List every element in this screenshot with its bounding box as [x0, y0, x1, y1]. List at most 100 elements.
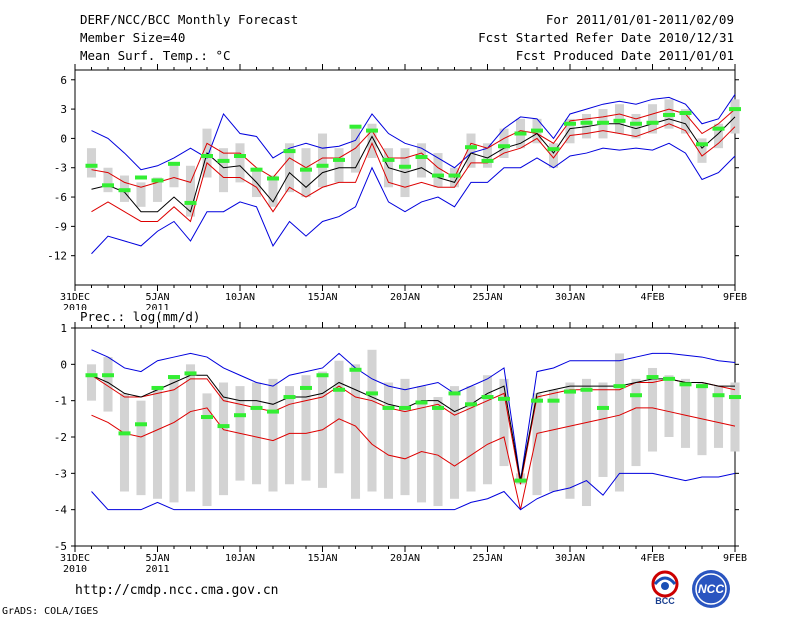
series-max-line	[91, 94, 736, 171]
ensemble-box	[268, 378, 278, 492]
observed-mark	[646, 375, 659, 380]
x-tick-label: 31DEC	[60, 292, 90, 303]
y-tick-label: -9	[54, 220, 67, 233]
observed-mark	[663, 112, 675, 117]
ensemble-box	[350, 128, 361, 173]
ensemble-box	[532, 393, 542, 496]
ensemble-box	[680, 109, 691, 134]
observed-mark	[580, 120, 593, 125]
x-tick-label: 9FEB	[723, 292, 747, 303]
ensemble-box	[218, 382, 229, 496]
ensemble-box	[482, 143, 493, 168]
ensemble-box	[317, 133, 328, 188]
observed-mark	[201, 154, 213, 158]
ensemble-box	[730, 99, 740, 134]
observed-mark	[184, 371, 197, 376]
ensemble-box	[598, 382, 608, 477]
observed-mark	[151, 178, 164, 183]
source-url[interactable]: http://cmdp.ncc.cma.gov.cn	[75, 583, 279, 598]
ensemble-box	[152, 389, 163, 499]
y-tick-label: -4	[54, 504, 68, 517]
forecast-started-date: Fcst Started Refer Date 2010/12/31	[478, 30, 734, 45]
observed-mark	[184, 200, 197, 205]
ensemble-box	[565, 118, 575, 144]
ensemble-box	[86, 148, 97, 178]
bcc-logo-text: BCC	[655, 596, 675, 606]
observed-mark	[696, 384, 708, 389]
y-tick-label: 6	[60, 74, 67, 87]
series-lower-line	[91, 123, 736, 223]
x-tick-label: 30JAN	[555, 292, 585, 303]
member-size: Member Size=40	[80, 30, 186, 45]
observed-mark	[85, 373, 98, 378]
ensemble-box	[218, 148, 229, 193]
ensemble-box	[548, 143, 559, 168]
observed-mark	[415, 154, 428, 159]
ensemble-box	[185, 364, 196, 492]
ensemble-box	[301, 375, 311, 481]
ensemble-box	[334, 360, 344, 474]
observed-mark	[564, 389, 576, 394]
observed-mark	[514, 131, 527, 136]
ensemble-box	[350, 364, 361, 499]
observed-mark	[696, 142, 708, 147]
observed-mark	[531, 128, 543, 133]
observed-mark	[729, 395, 741, 400]
observed-mark	[168, 161, 180, 166]
observed-mark	[217, 424, 230, 429]
observed-mark	[267, 176, 279, 181]
observed-mark	[531, 398, 543, 403]
observed-mark	[597, 120, 609, 125]
ensemble-box	[400, 378, 410, 496]
observed-mark	[465, 145, 477, 150]
ensemble-box	[730, 382, 740, 452]
observed-mark	[366, 128, 378, 133]
x-tick-label: 4FEB	[640, 553, 664, 564]
observed-mark	[646, 120, 659, 125]
ensemble-box	[647, 367, 658, 452]
observed-mark	[135, 422, 147, 427]
ensemble-box	[136, 182, 146, 207]
observed-mark	[118, 188, 131, 193]
observed-mark	[481, 158, 494, 163]
observed-mark	[102, 373, 114, 378]
observed-mark	[415, 400, 428, 405]
observed-mark	[382, 405, 395, 410]
grads-credit: GrADS: COLA/IGES	[2, 606, 99, 617]
x-tick-sublabel: 2011	[145, 564, 169, 575]
observed-mark	[217, 158, 230, 163]
ensemble-box	[268, 175, 278, 207]
observed-mark	[349, 124, 362, 129]
observed-mark	[333, 387, 345, 392]
x-tick-sublabel: 2011	[145, 303, 169, 310]
ensemble-box	[466, 133, 476, 168]
ensemble-box	[202, 393, 212, 507]
series-min-line	[91, 472, 736, 511]
ensemble-box	[647, 104, 658, 134]
y-tick-label: -1	[54, 395, 67, 408]
series-min-line	[91, 142, 736, 255]
x-tick-label: 5JAN	[145, 553, 169, 564]
observed-mark	[514, 478, 527, 483]
series-mean-line	[91, 374, 735, 481]
observed-mark	[234, 413, 246, 418]
observed-mark	[300, 167, 312, 172]
ensemble-box	[119, 393, 130, 492]
series-max-line	[91, 349, 736, 481]
observed-mark	[168, 375, 180, 380]
observed-mark	[135, 175, 147, 180]
x-tick-label: 20JAN	[390, 292, 420, 303]
x-tick-label: 25JAN	[472, 553, 502, 564]
ensemble-box	[433, 153, 443, 188]
x-tick-sublabel: 2010	[63, 303, 87, 310]
ensemble-box	[565, 382, 575, 499]
observed-mark	[679, 111, 692, 115]
ensemble-box	[334, 148, 344, 183]
observed-mark	[399, 405, 411, 410]
observed-mark	[283, 395, 296, 400]
chart-title: DERF/NCC/BCC Monthly Forecast	[80, 12, 299, 27]
ensemble-box	[103, 167, 113, 193]
series-upper-line	[91, 374, 736, 485]
